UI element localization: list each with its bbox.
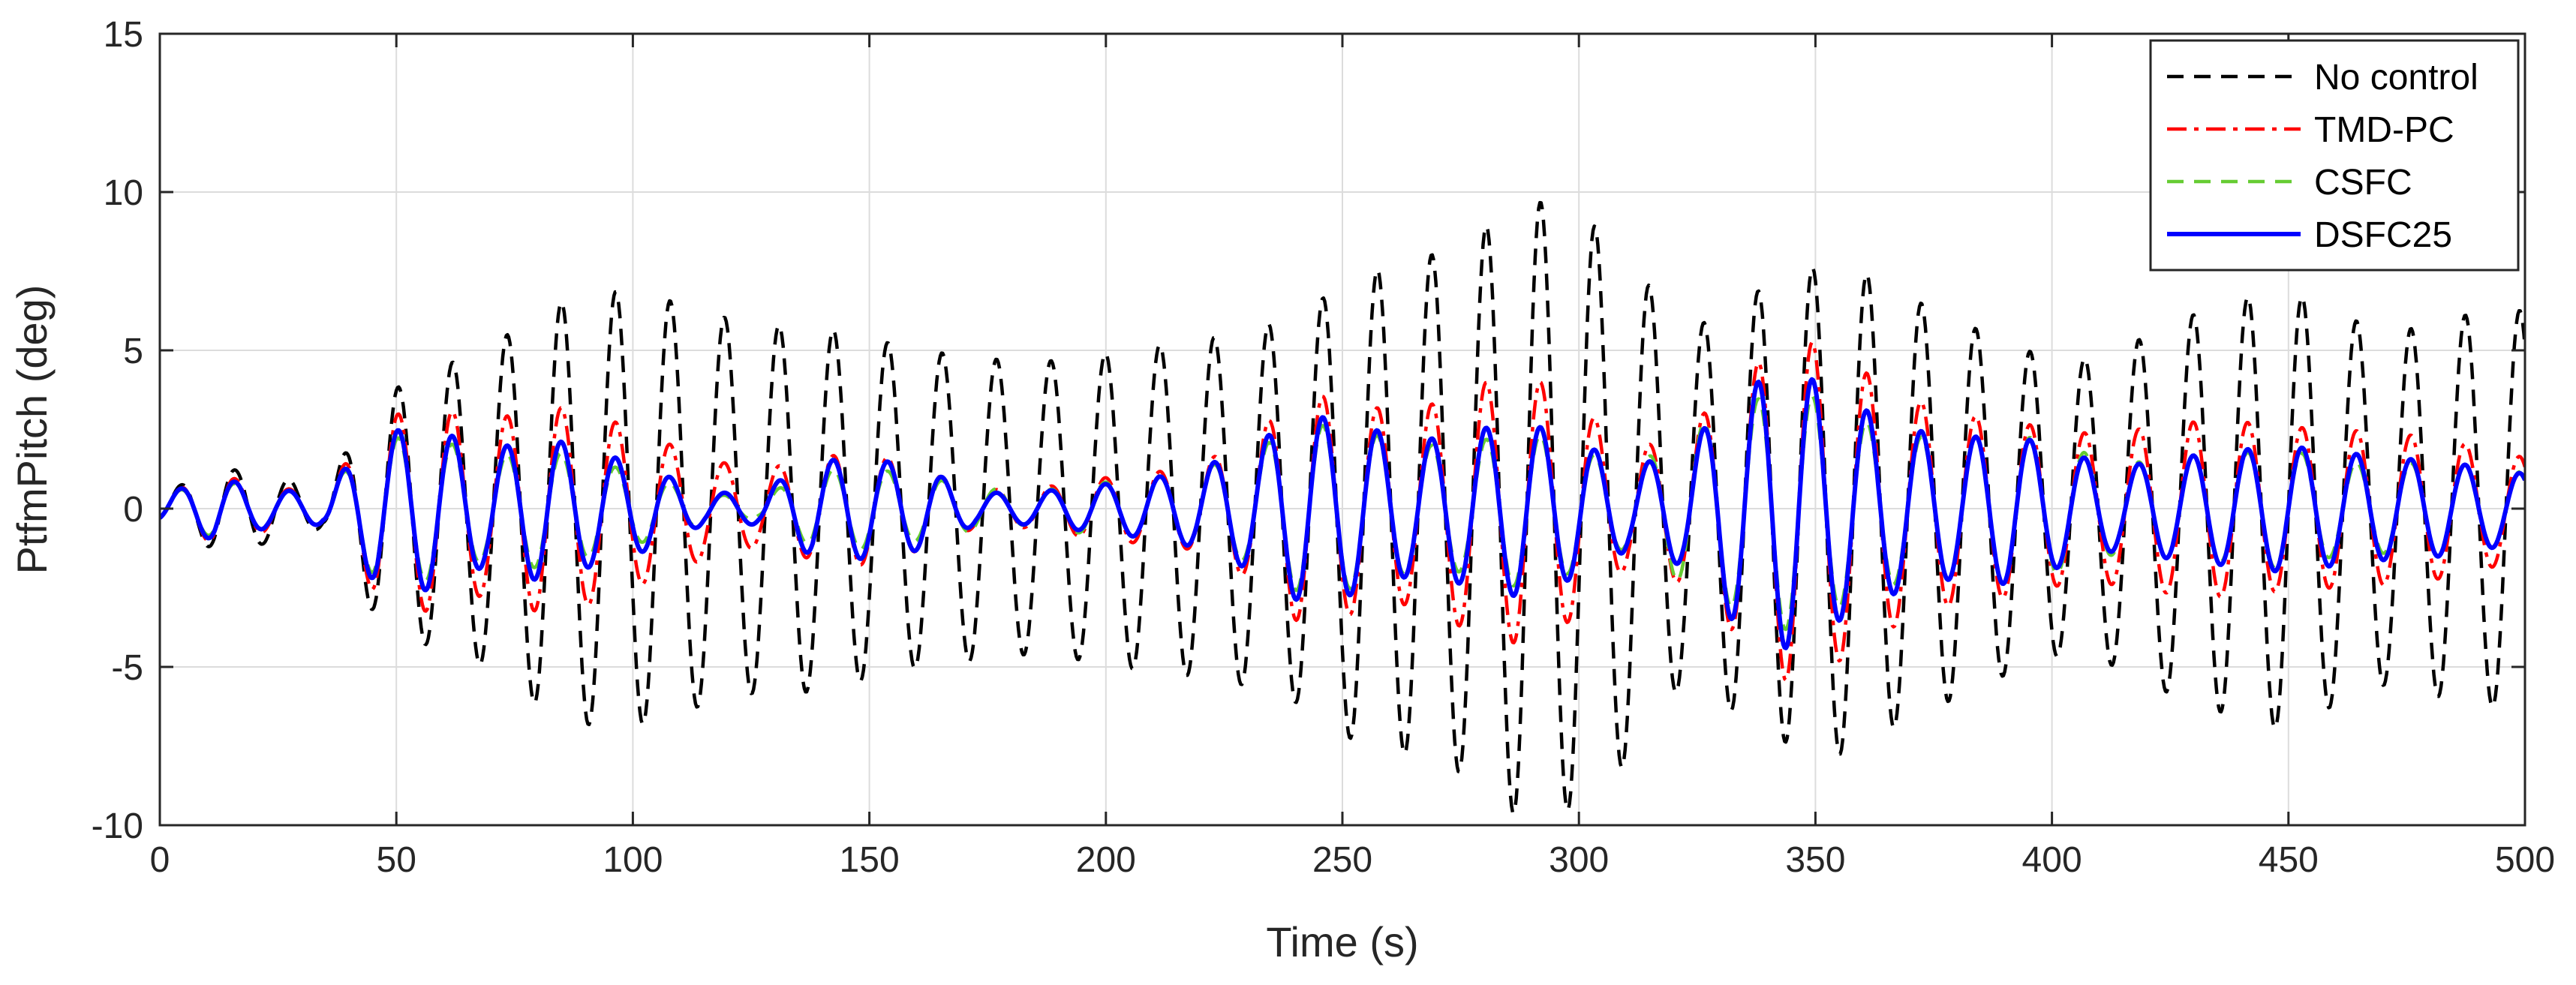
x-tick-label: 350: [1785, 840, 1845, 880]
x-tick-label: 50: [377, 840, 416, 880]
x-tick-label: 400: [2022, 840, 2082, 880]
legend-label-dsfc25: DSFC25: [2314, 215, 2452, 255]
x-tick-label: 450: [2259, 840, 2319, 880]
series-line-dsfc25: [160, 377, 2525, 650]
legend-label-no-control: No control: [2314, 58, 2478, 98]
y-tick-label: -5: [111, 648, 143, 688]
y-tick-label: 5: [123, 332, 143, 371]
x-tick-label: 250: [1312, 840, 1372, 880]
y-tick-label: 15: [104, 15, 143, 55]
legend-label-csfc: CSFC: [2314, 163, 2412, 203]
x-axis-title: Time (s): [1266, 918, 1418, 965]
y-tick-label: 0: [123, 490, 143, 530]
x-tick-label: 300: [1549, 840, 1609, 880]
axis-ticks: 0 50 100 150 200 250 300 350 400 450 500 -10 -5 0 5 10 1…: [92, 15, 2555, 880]
x-tick-label: 100: [603, 840, 663, 880]
legend-label-tmd-pc: TMD-PC: [2314, 110, 2454, 150]
x-tick-label: 150: [840, 840, 900, 880]
y-tick-label: 10: [104, 173, 143, 213]
x-tick-label: 0: [150, 840, 170, 880]
x-tick-label: 200: [1076, 840, 1136, 880]
y-tick-label: -10: [92, 806, 143, 846]
x-tick-label: 500: [2495, 840, 2555, 880]
plot-area: [160, 200, 2525, 815]
series-line-no-control: [160, 200, 2525, 815]
legend: No control TMD-PC CSFC DSFC25: [2149, 39, 2520, 272]
y-axis-title: PtfmPitch (deg): [8, 285, 56, 575]
